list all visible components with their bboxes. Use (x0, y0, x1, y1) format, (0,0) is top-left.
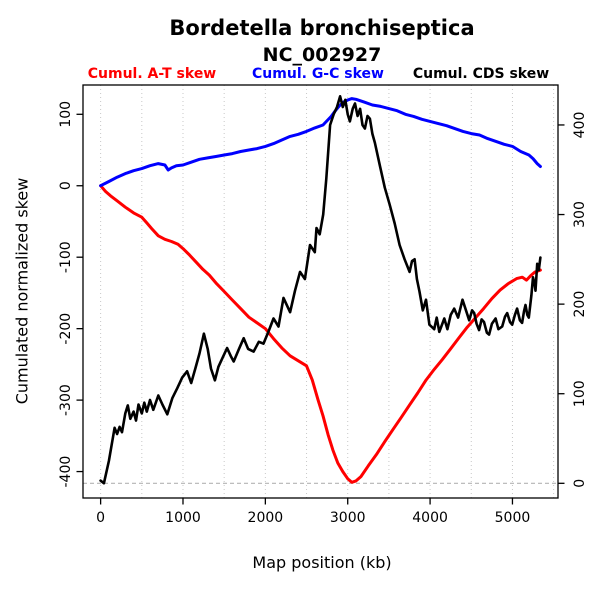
y-right-tick-label: 300 (572, 201, 588, 228)
y-left-tick-label: -200 (58, 313, 74, 345)
y-right-tick-label: 0 (572, 479, 588, 488)
y-left-tick-label: -400 (58, 456, 74, 488)
y-right-tick-label: 100 (572, 380, 588, 407)
curve-at-skew (99, 184, 542, 484)
x-axis-label: Map position (kb) (252, 553, 392, 572)
y-left-tick-label: -100 (58, 241, 74, 273)
chart-title: Bordetella bronchiseptica (169, 16, 475, 40)
legend-item-gc-skew: Cumul. G-C skew (252, 66, 384, 82)
x-tick-label: 5000 (495, 510, 531, 526)
curve-cds-skew (99, 95, 542, 485)
x-tick-label: 3000 (330, 510, 366, 526)
y-right-tick-label: 400 (572, 112, 588, 139)
x-tick-label: 1000 (165, 510, 201, 526)
chart-subtitle: NC_002927 (262, 44, 382, 66)
y-left-tick-label: -300 (58, 384, 74, 416)
plot-box (82, 84, 559, 499)
y-left-tick-label: 100 (58, 101, 74, 128)
y-right-tick-label: 200 (572, 291, 588, 318)
y-left-tick-label: 0 (58, 181, 74, 190)
legend-item-cds-skew: Cumul. CDS skew (412, 66, 550, 82)
x-tick-label: 4000 (412, 510, 448, 526)
legend-item-at-skew: Cumul. A-T skew (87, 66, 217, 82)
x-tick-label: 2000 (248, 510, 284, 526)
curve-gc-skew (99, 97, 542, 188)
x-tick-label: 0 (96, 510, 105, 526)
